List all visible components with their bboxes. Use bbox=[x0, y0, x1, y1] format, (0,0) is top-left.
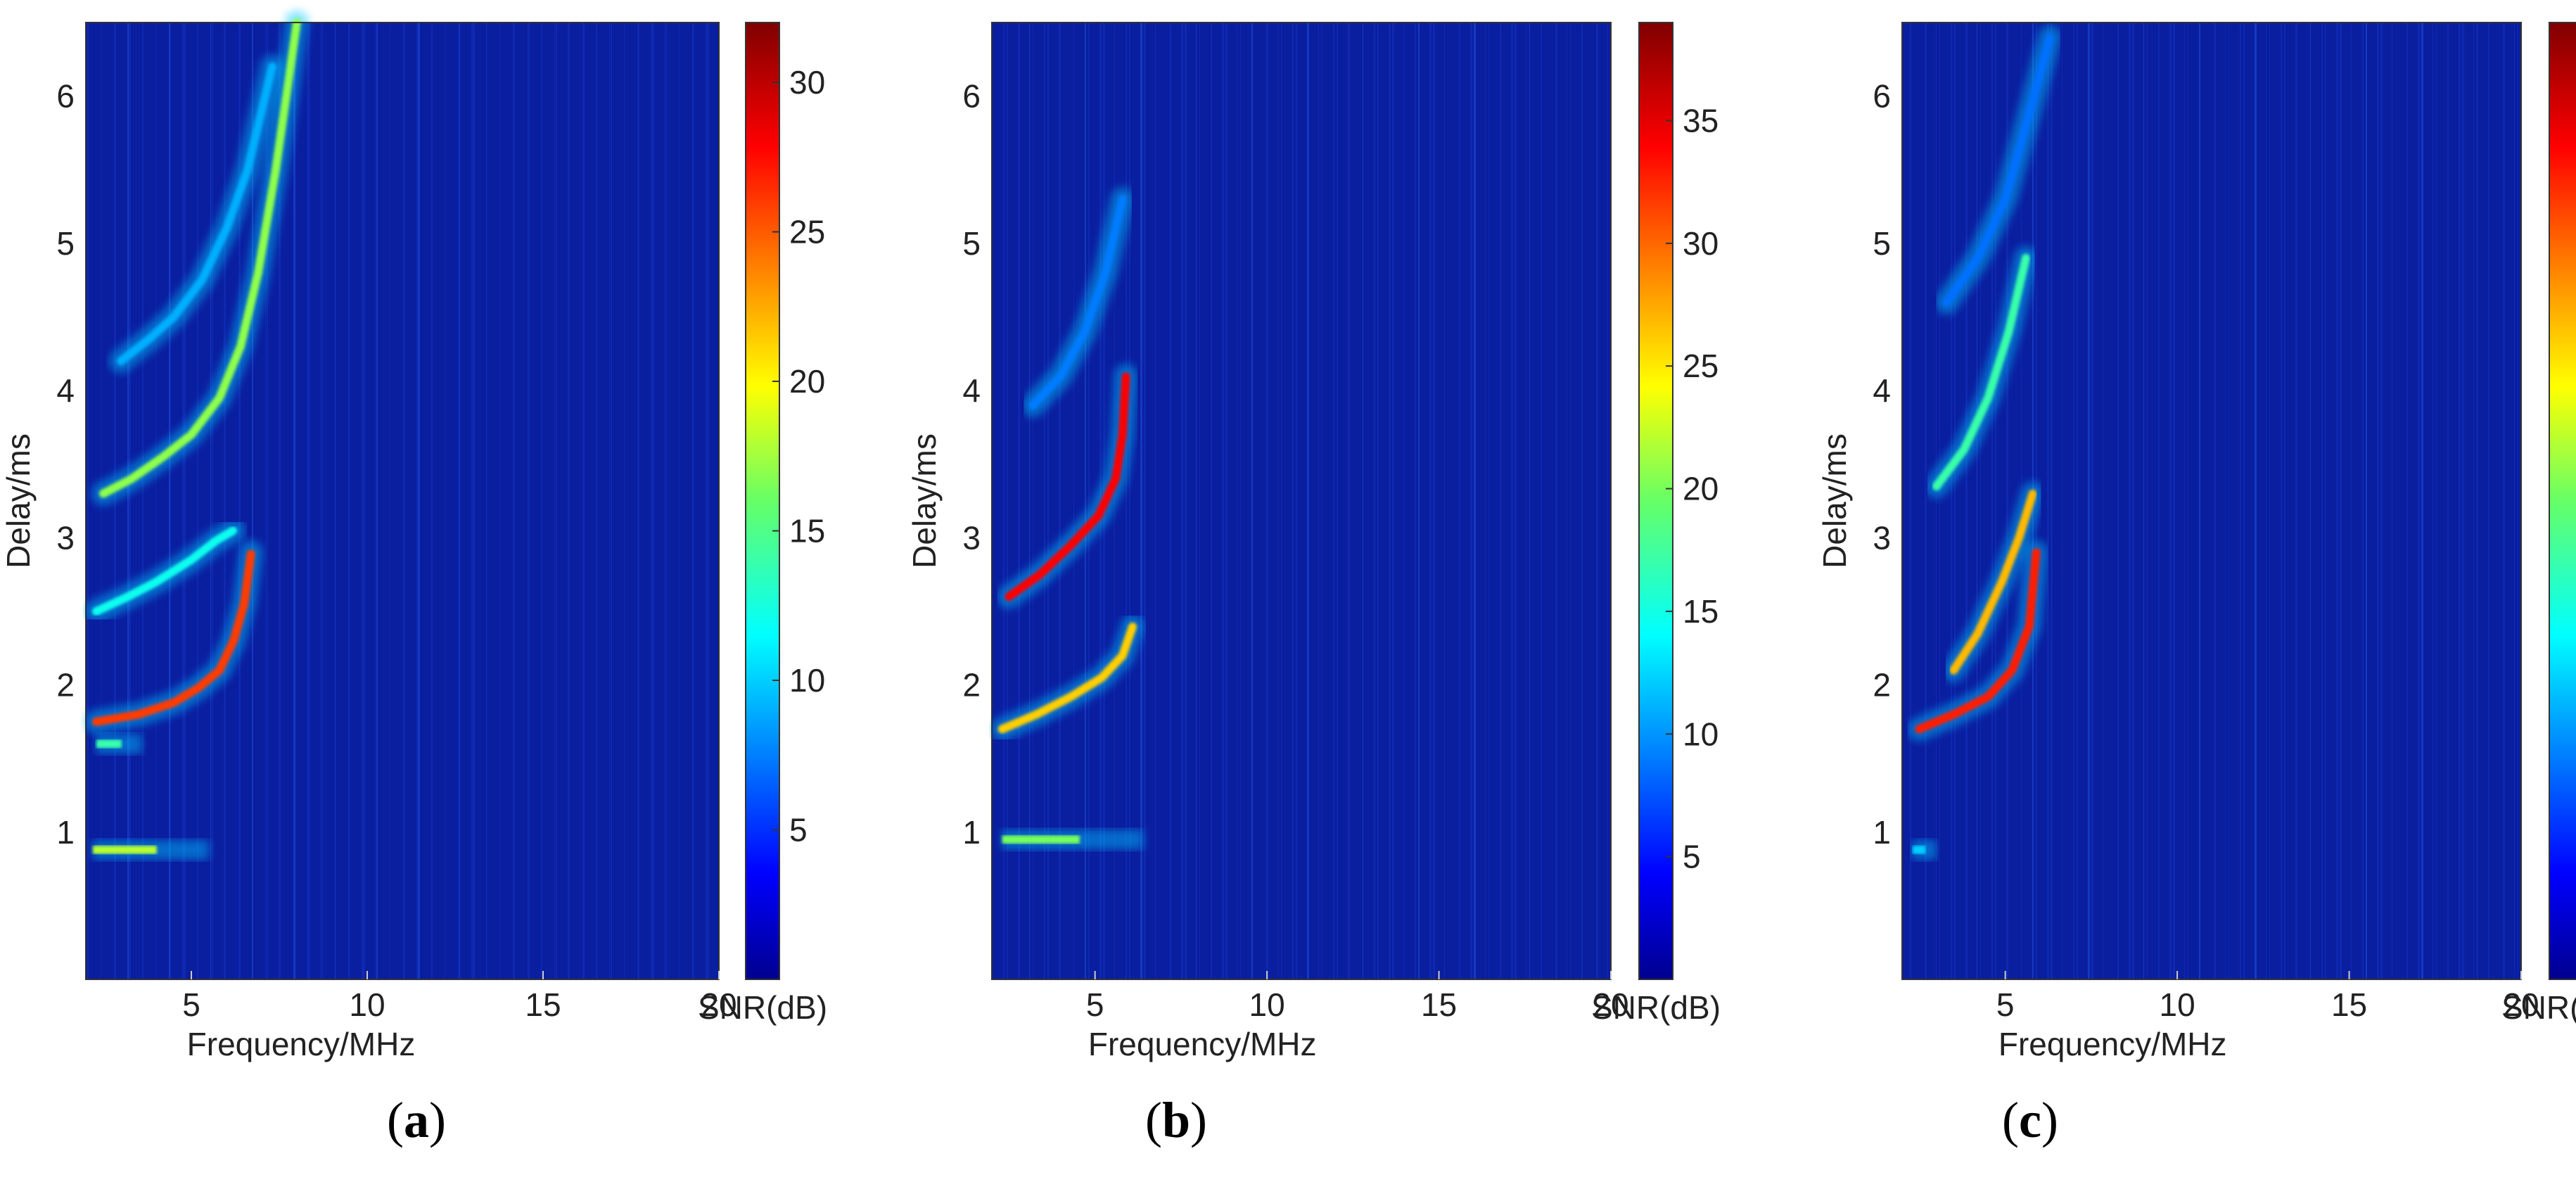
colorbar-tick-label: 5 bbox=[789, 812, 808, 849]
y-tick-label: 3 bbox=[962, 519, 981, 556]
y-tick-label: 5 bbox=[56, 225, 75, 262]
plot-frame bbox=[991, 22, 1612, 980]
colorbar-tick-label: 10 bbox=[1683, 716, 1719, 752]
y-axis-label: Delay/ms bbox=[906, 433, 943, 568]
y-tick-label: 3 bbox=[56, 519, 75, 556]
colorbar-label: SNR(dB) bbox=[1591, 989, 1721, 1026]
panel-label: (a) bbox=[387, 1092, 446, 1148]
y-tick-label: 2 bbox=[56, 667, 75, 704]
colorbar-label: SNR(dB) bbox=[2501, 989, 2576, 1026]
x-tick-label: 5 bbox=[1996, 986, 2015, 1023]
y-tick-label: 4 bbox=[56, 372, 75, 409]
colorbar-tick-label: 35 bbox=[1683, 102, 1719, 139]
plot-frame bbox=[85, 22, 720, 980]
x-axis-label: Frequency/MHz bbox=[1998, 1026, 2227, 1062]
x-tick-label: 15 bbox=[525, 986, 561, 1023]
noise-streaks bbox=[86, 23, 709, 979]
x-axis-label: Frequency/MHz bbox=[187, 1026, 416, 1062]
x-tick-label: 20 bbox=[2503, 986, 2539, 1023]
panel-b: 5 10 15 20 1 2 3 4 5 6 Frequency/MHz Delay/ms 5 10 15 2… bbox=[906, 22, 1721, 1148]
echo-band-4 bbox=[1002, 830, 1144, 850]
panel-label: (c) bbox=[2002, 1092, 2058, 1148]
heatmap-background bbox=[86, 23, 719, 979]
echo-trace-4 bbox=[1934, 25, 2062, 314]
x-tick-label: 15 bbox=[2331, 986, 2367, 1023]
y-tick-label: 4 bbox=[962, 372, 981, 409]
y-tick-label: 5 bbox=[962, 225, 981, 262]
echo-band-6 bbox=[96, 734, 142, 754]
x-tick-label: 20 bbox=[701, 986, 737, 1023]
x-tick-label: 5 bbox=[1086, 986, 1104, 1023]
x-tick-label: 15 bbox=[1421, 986, 1457, 1023]
echo-band-5 bbox=[93, 839, 209, 860]
x-tick-label: 10 bbox=[1249, 986, 1285, 1023]
y-tick-label: 6 bbox=[962, 78, 981, 115]
echo-trace-3 bbox=[1021, 187, 1135, 417]
colorbar-tick-label: 5 bbox=[1683, 839, 1701, 875]
echo-trace-2 bbox=[997, 364, 1138, 609]
echo-trace-1 bbox=[84, 540, 263, 734]
echo-trace-2 bbox=[84, 518, 246, 623]
colorbar-tick-label: 30 bbox=[1683, 225, 1719, 262]
colorbar-label: SNR(dB) bbox=[698, 989, 827, 1026]
colorbar: 5 10 15 20 25 30 SNR(dB) bbox=[698, 22, 827, 1026]
panel-c: 5 10 15 20 1 2 3 4 5 6 Frequency/MHz Delay/ms 510152… bbox=[1816, 22, 2576, 1148]
echo-trace-3 bbox=[91, 11, 309, 506]
colorbar-tick-label: 20 bbox=[1683, 471, 1719, 507]
y-tick-label: 5 bbox=[1873, 225, 1891, 262]
y-tick-label: 3 bbox=[1873, 519, 1891, 556]
colorbar-tick-label: 25 bbox=[1683, 348, 1719, 384]
colorbar: 5 10 15 20 25 30 35 SNR(dB) bbox=[1591, 22, 1721, 1026]
echo-band-5 bbox=[1912, 839, 1937, 860]
y-axis-label: Delay/ms bbox=[0, 433, 37, 568]
panel-a: 5 10 15 20 1 2 3 4 5 6 Frequency/MHz Delay/ms 5 10 15 2… bbox=[0, 11, 827, 1148]
echo-trace-1 bbox=[1907, 540, 2048, 742]
colorbar-tick-label: 10 bbox=[789, 662, 825, 699]
noise-streaks bbox=[992, 23, 1608, 979]
echo-trace-1 bbox=[990, 614, 1145, 742]
y-tick-label: 6 bbox=[1873, 78, 1891, 115]
plot-frame bbox=[1901, 22, 2522, 980]
colorbar-tick-label: 25 bbox=[789, 214, 825, 250]
y-tick-label: 1 bbox=[1873, 814, 1891, 851]
y-tick-label: 2 bbox=[962, 667, 981, 704]
colorbar-tick-label: 15 bbox=[789, 513, 825, 549]
colorbar-tick-label: 30 bbox=[789, 64, 825, 101]
echo-trace-4 bbox=[109, 54, 284, 374]
x-tick-label: 10 bbox=[349, 986, 385, 1023]
x-tick-label: 5 bbox=[182, 986, 200, 1023]
y-tick-label: 4 bbox=[1873, 372, 1891, 409]
y-tick-label: 2 bbox=[1873, 667, 1891, 704]
y-axis-label: Delay/ms bbox=[1816, 433, 1853, 568]
x-axis-label: Frequency/MHz bbox=[1088, 1026, 1317, 1062]
echo-trace-3 bbox=[1924, 246, 2038, 499]
y-tick-label: 1 bbox=[56, 814, 75, 851]
y-tick-label: 6 bbox=[56, 78, 75, 115]
colorbar-tick-label: 15 bbox=[1683, 593, 1719, 630]
colorbar-tick-label: 20 bbox=[789, 363, 825, 400]
echo-trace-2 bbox=[1941, 481, 2045, 682]
x-tick-label: 20 bbox=[1593, 986, 1628, 1023]
panel-label: (b) bbox=[1145, 1092, 1207, 1148]
x-tick-label: 10 bbox=[2160, 986, 2195, 1023]
y-tick-label: 1 bbox=[962, 814, 981, 851]
